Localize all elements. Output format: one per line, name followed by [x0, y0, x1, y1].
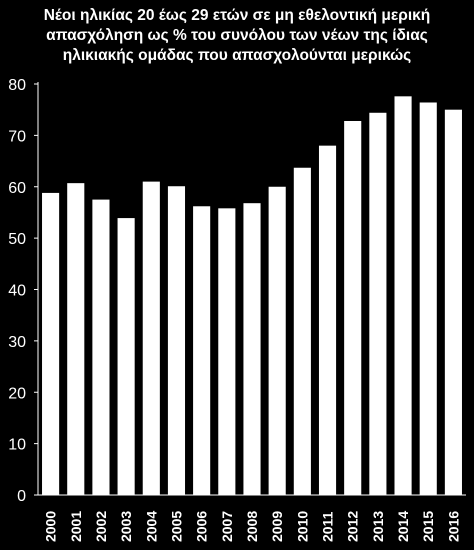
x-tick-label-2001: 2001: [68, 511, 84, 542]
x-tick-label-2011: 2011: [320, 511, 336, 542]
x-tick-label-2015: 2015: [420, 511, 436, 542]
x-tick-label-2000: 2000: [43, 511, 59, 542]
x-tick-label-2009: 2009: [269, 511, 285, 542]
bar-2012: [344, 120, 362, 496]
bar-2011: [318, 145, 337, 495]
y-tick-label-70: 70: [8, 128, 26, 145]
bar-2015: [419, 102, 437, 496]
y-tick-label-30: 30: [8, 334, 26, 351]
y-tick-label-10: 10: [8, 437, 26, 454]
x-tick-label-2013: 2013: [370, 511, 386, 542]
bar-2013: [369, 112, 387, 496]
y-tick-label-50: 50: [8, 231, 26, 248]
x-tick-label-2006: 2006: [194, 511, 210, 542]
bar-2014: [394, 96, 412, 495]
y-tick-label-80: 80: [8, 77, 26, 94]
bar-2007: [218, 208, 236, 495]
bar-2016: [444, 109, 462, 495]
bar-2002: [92, 199, 110, 495]
x-tick-label-2004: 2004: [143, 511, 159, 542]
bar-2010: [293, 167, 311, 495]
x-tick-label-2016: 2016: [445, 511, 461, 542]
bar-2008: [243, 203, 261, 495]
x-tick-label-2014: 2014: [395, 511, 411, 542]
x-axis: 2000 2001 2002 2003 2004 2005 2006 2007 2008 2009…: [38, 494, 466, 542]
y-tick-label-20: 20: [8, 385, 26, 402]
y-tick-label-0: 0: [17, 488, 26, 505]
bar-2005: [167, 186, 186, 495]
x-tick-label-2012: 2012: [345, 511, 361, 542]
bar-2003: [117, 218, 135, 495]
x-tick-label-2008: 2008: [244, 511, 260, 542]
chart-title-line-3: ηλικιακής ομάδας που απασχολούνται μερικ…: [62, 47, 412, 64]
bar-2009: [268, 186, 286, 495]
chart-title-line-1: Νέοι ηλικίας 20 έως 29 ετών σε μη εθελον…: [43, 7, 431, 24]
x-tick-label-2002: 2002: [93, 511, 109, 542]
bar-2000: [42, 192, 60, 496]
chart-title: Νέοι ηλικίας 20 έως 29 ετών σε μη εθελον…: [0, 6, 474, 66]
y-tick-label-40: 40: [8, 283, 26, 300]
chart-title-line-2: απασχόληση ως % του συνόλου των νέων της…: [46, 27, 428, 44]
y-tick-label-60: 60: [8, 180, 26, 197]
bar-2001: [67, 183, 85, 495]
y-axis: 0 10 20 30 40 50 60 70 80: [8, 77, 39, 505]
x-tick-label-2010: 2010: [294, 511, 310, 542]
x-tick-label-2007: 2007: [219, 511, 235, 542]
bar-2004: [142, 181, 160, 496]
x-tick-label-2003: 2003: [118, 511, 134, 542]
bar-2006: [193, 206, 211, 495]
bars-group: [42, 96, 462, 496]
x-tick-label-2005: 2005: [168, 511, 184, 542]
